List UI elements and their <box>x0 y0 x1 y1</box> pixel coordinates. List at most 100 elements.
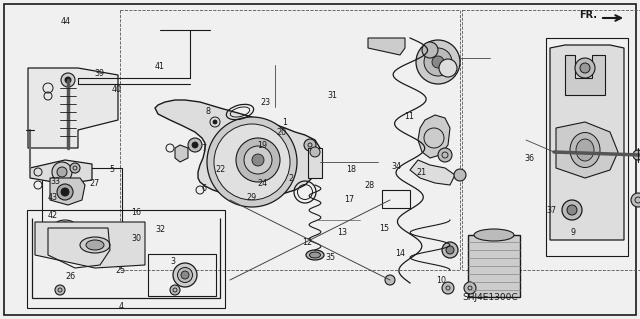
Polygon shape <box>155 100 320 197</box>
Text: 34: 34 <box>392 162 402 171</box>
Text: 2: 2 <box>289 174 294 183</box>
Ellipse shape <box>416 40 460 84</box>
Text: 28: 28 <box>365 181 375 189</box>
Ellipse shape <box>567 205 577 215</box>
Bar <box>308 148 322 178</box>
Text: 25: 25 <box>115 266 125 275</box>
Ellipse shape <box>70 163 80 173</box>
Ellipse shape <box>244 146 272 174</box>
Text: 6: 6 <box>201 184 206 193</box>
Polygon shape <box>175 145 188 162</box>
Ellipse shape <box>422 42 438 58</box>
Polygon shape <box>368 38 405 55</box>
Text: 39: 39 <box>94 69 104 78</box>
Ellipse shape <box>304 139 316 151</box>
Text: 9: 9 <box>570 228 575 237</box>
Text: 29: 29 <box>246 193 257 202</box>
Ellipse shape <box>57 167 67 177</box>
Ellipse shape <box>173 263 197 287</box>
Ellipse shape <box>310 252 321 258</box>
Text: 20: 20 <box>276 128 287 137</box>
Text: 13: 13 <box>337 228 348 237</box>
Text: FR.: FR. <box>579 10 597 20</box>
Text: 4: 4 <box>119 302 124 311</box>
Ellipse shape <box>576 139 594 161</box>
Text: 43: 43 <box>47 193 58 202</box>
Bar <box>27 210 225 308</box>
Ellipse shape <box>424 48 452 76</box>
Ellipse shape <box>61 188 69 196</box>
Ellipse shape <box>57 184 73 200</box>
Ellipse shape <box>442 282 454 294</box>
Text: 17: 17 <box>344 195 354 204</box>
Ellipse shape <box>188 138 202 152</box>
Text: 36: 36 <box>525 154 535 163</box>
Ellipse shape <box>170 285 180 295</box>
Ellipse shape <box>464 282 476 294</box>
Ellipse shape <box>442 242 458 258</box>
Ellipse shape <box>52 162 72 182</box>
Ellipse shape <box>65 77 71 83</box>
Ellipse shape <box>570 132 600 167</box>
Ellipse shape <box>432 56 444 68</box>
Ellipse shape <box>439 59 457 77</box>
Ellipse shape <box>86 240 104 250</box>
Ellipse shape <box>575 58 595 78</box>
Bar <box>462 10 640 270</box>
Ellipse shape <box>474 229 514 241</box>
Ellipse shape <box>454 169 466 181</box>
Text: 31: 31 <box>328 91 338 100</box>
Text: 3: 3 <box>170 257 175 266</box>
Bar <box>382 190 410 208</box>
Ellipse shape <box>446 246 454 254</box>
Ellipse shape <box>181 271 189 279</box>
Text: 27: 27 <box>90 179 100 188</box>
Polygon shape <box>550 45 624 240</box>
Ellipse shape <box>55 285 65 295</box>
Text: 35: 35 <box>326 253 336 262</box>
Bar <box>546 38 628 256</box>
Text: 11: 11 <box>404 112 415 121</box>
Ellipse shape <box>631 193 640 207</box>
Text: 26: 26 <box>65 272 76 281</box>
Text: 1: 1 <box>282 118 287 127</box>
Ellipse shape <box>633 150 640 160</box>
Text: 18: 18 <box>346 165 356 174</box>
Polygon shape <box>565 55 605 95</box>
Text: 15: 15 <box>379 224 389 233</box>
Bar <box>468 235 520 297</box>
Ellipse shape <box>61 73 75 87</box>
Ellipse shape <box>580 63 590 73</box>
Text: 24: 24 <box>257 179 268 188</box>
Polygon shape <box>28 68 118 148</box>
Polygon shape <box>410 160 455 185</box>
Ellipse shape <box>177 268 193 283</box>
Polygon shape <box>30 160 92 184</box>
Polygon shape <box>418 115 450 158</box>
Text: 5: 5 <box>109 165 115 174</box>
Ellipse shape <box>385 275 395 285</box>
Text: 19: 19 <box>257 141 268 150</box>
Ellipse shape <box>562 200 582 220</box>
Bar <box>148 254 216 296</box>
Ellipse shape <box>192 142 198 148</box>
Text: 44: 44 <box>60 17 70 26</box>
Text: 16: 16 <box>131 208 141 217</box>
Text: 37: 37 <box>547 206 557 215</box>
Text: SHJ4E1300C: SHJ4E1300C <box>462 293 518 302</box>
Ellipse shape <box>213 120 217 124</box>
Text: 14: 14 <box>395 249 405 258</box>
Text: 8: 8 <box>205 107 211 116</box>
Ellipse shape <box>214 124 290 200</box>
Ellipse shape <box>236 138 280 182</box>
Ellipse shape <box>306 250 324 260</box>
Text: 7: 7 <box>201 144 206 153</box>
Ellipse shape <box>438 148 452 162</box>
Text: 33: 33 <box>51 177 61 186</box>
Text: 42: 42 <box>47 211 58 220</box>
Text: 12: 12 <box>302 238 312 247</box>
Text: 21: 21 <box>416 168 426 177</box>
Text: 23: 23 <box>260 98 271 107</box>
Text: 10: 10 <box>436 276 447 285</box>
Text: 32: 32 <box>155 225 165 234</box>
